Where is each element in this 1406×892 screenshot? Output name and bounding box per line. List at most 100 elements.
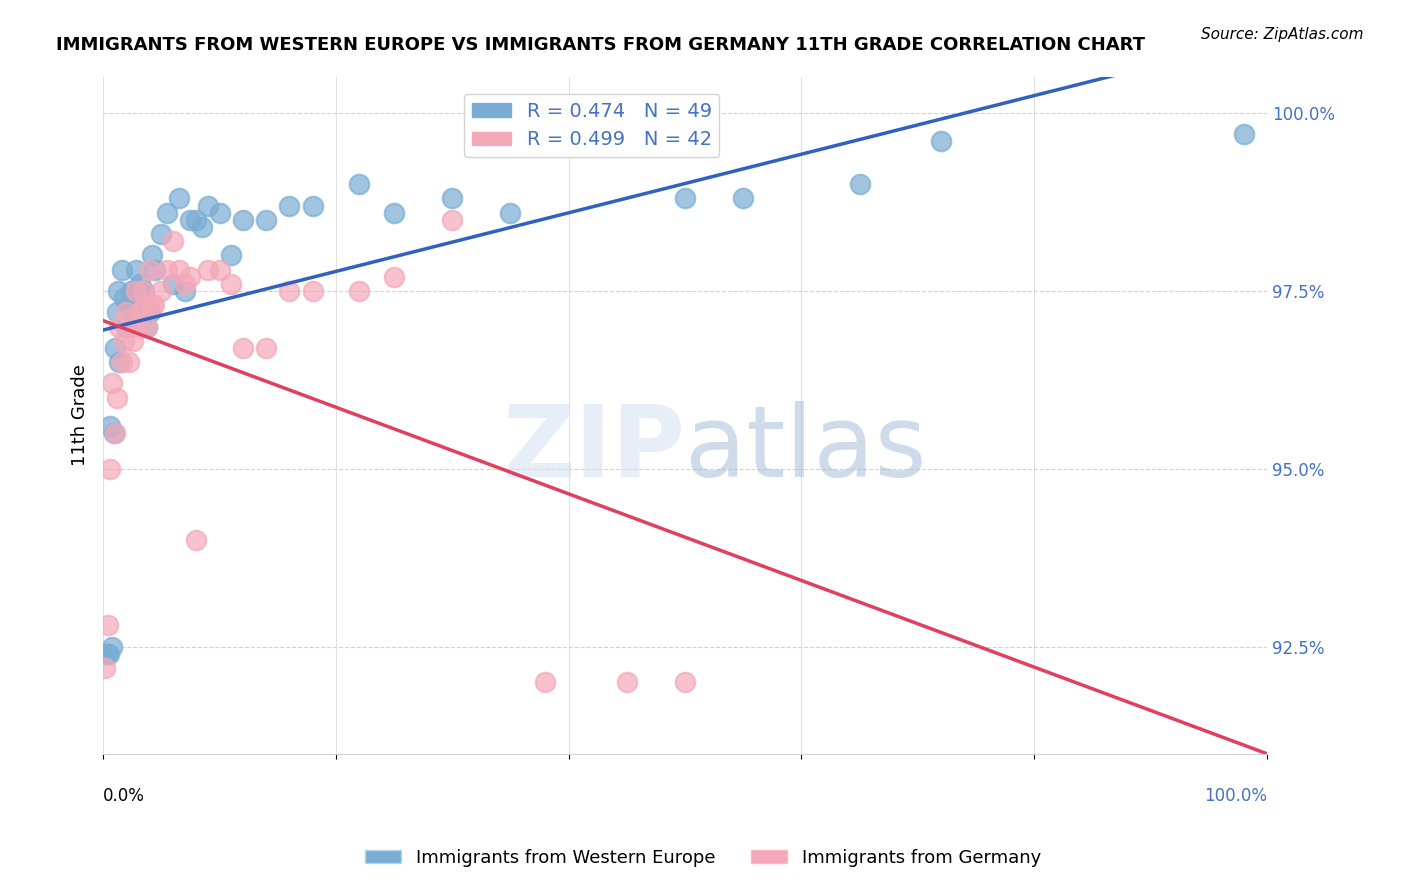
Text: Source: ZipAtlas.com: Source: ZipAtlas.com — [1201, 27, 1364, 42]
Point — [208, 262, 231, 277]
Point — [105, 391, 128, 405]
Point — [441, 191, 464, 205]
Point — [197, 198, 219, 212]
Point — [129, 305, 152, 319]
Point — [167, 191, 190, 205]
Point — [301, 198, 323, 212]
Point — [111, 355, 134, 369]
Point — [108, 355, 131, 369]
Point — [108, 319, 131, 334]
Point — [186, 533, 208, 547]
Legend: Immigrants from Western Europe, Immigrants from Germany: Immigrants from Western Europe, Immigran… — [357, 842, 1049, 874]
Point — [929, 135, 952, 149]
Point — [278, 198, 301, 212]
Point — [616, 675, 638, 690]
Point — [347, 284, 370, 298]
Point — [173, 284, 195, 298]
Point — [111, 262, 134, 277]
Point — [136, 319, 159, 334]
Point — [107, 284, 129, 298]
Point — [179, 269, 201, 284]
Point — [347, 177, 370, 191]
Point — [104, 426, 127, 441]
Point — [97, 647, 120, 661]
Point — [129, 277, 152, 291]
Point — [232, 341, 254, 355]
Point — [112, 291, 135, 305]
Point — [673, 191, 696, 205]
Point — [156, 262, 179, 277]
Point — [208, 205, 231, 219]
Point — [94, 647, 117, 661]
Point — [301, 284, 323, 298]
Point — [127, 284, 149, 298]
Point — [138, 262, 160, 277]
Point — [94, 661, 117, 675]
Point — [382, 205, 405, 219]
Point — [124, 298, 146, 312]
Point — [125, 284, 148, 298]
Point — [197, 262, 219, 277]
Point — [132, 284, 155, 298]
Point — [145, 262, 167, 277]
Point — [156, 205, 179, 219]
Text: ZIP: ZIP — [502, 401, 685, 498]
Point — [382, 269, 405, 284]
Point — [232, 212, 254, 227]
Text: 0.0%: 0.0% — [103, 787, 145, 805]
Point — [136, 319, 159, 334]
Point — [127, 319, 149, 334]
Text: IMMIGRANTS FROM WESTERN EUROPE VS IMMIGRANTS FROM GERMANY 11TH GRADE CORRELATION: IMMIGRANTS FROM WESTERN EUROPE VS IMMIGR… — [56, 36, 1146, 54]
Point — [101, 640, 124, 654]
Point — [441, 212, 464, 227]
Point — [120, 312, 142, 326]
Point — [104, 341, 127, 355]
Point — [122, 334, 145, 348]
Point — [141, 248, 163, 262]
Text: atlas: atlas — [685, 401, 927, 498]
Point — [191, 219, 214, 234]
Point — [121, 312, 143, 326]
Point — [219, 248, 242, 262]
Point — [673, 675, 696, 690]
Point — [733, 191, 755, 205]
Point — [254, 341, 277, 355]
Point — [118, 355, 141, 369]
Point — [103, 426, 125, 441]
Point — [112, 334, 135, 348]
Point — [848, 177, 870, 191]
Point — [101, 376, 124, 391]
Point — [96, 647, 118, 661]
Point — [115, 305, 138, 319]
Point — [98, 462, 121, 476]
Point — [131, 284, 153, 298]
Point — [150, 284, 173, 298]
Text: 100.0%: 100.0% — [1204, 787, 1267, 805]
Point — [173, 277, 195, 291]
Point — [534, 675, 557, 690]
Point — [138, 305, 160, 319]
Point — [143, 298, 166, 312]
Y-axis label: 11th Grade: 11th Grade — [72, 365, 89, 467]
Point — [278, 284, 301, 298]
Point — [179, 212, 201, 227]
Point — [105, 305, 128, 319]
Point — [97, 618, 120, 632]
Point — [120, 284, 142, 298]
Point — [115, 319, 138, 334]
Point — [118, 298, 141, 312]
Legend: R = 0.474   N = 49, R = 0.499   N = 42: R = 0.474 N = 49, R = 0.499 N = 42 — [464, 94, 720, 157]
Point — [254, 212, 277, 227]
Point — [1233, 128, 1256, 142]
Point — [150, 227, 173, 241]
Point — [162, 234, 184, 248]
Point — [167, 262, 190, 277]
Point — [186, 212, 208, 227]
Point — [499, 205, 522, 219]
Point — [125, 262, 148, 277]
Point — [219, 277, 242, 291]
Point — [162, 277, 184, 291]
Point — [134, 298, 156, 312]
Point — [141, 298, 163, 312]
Point — [98, 419, 121, 434]
